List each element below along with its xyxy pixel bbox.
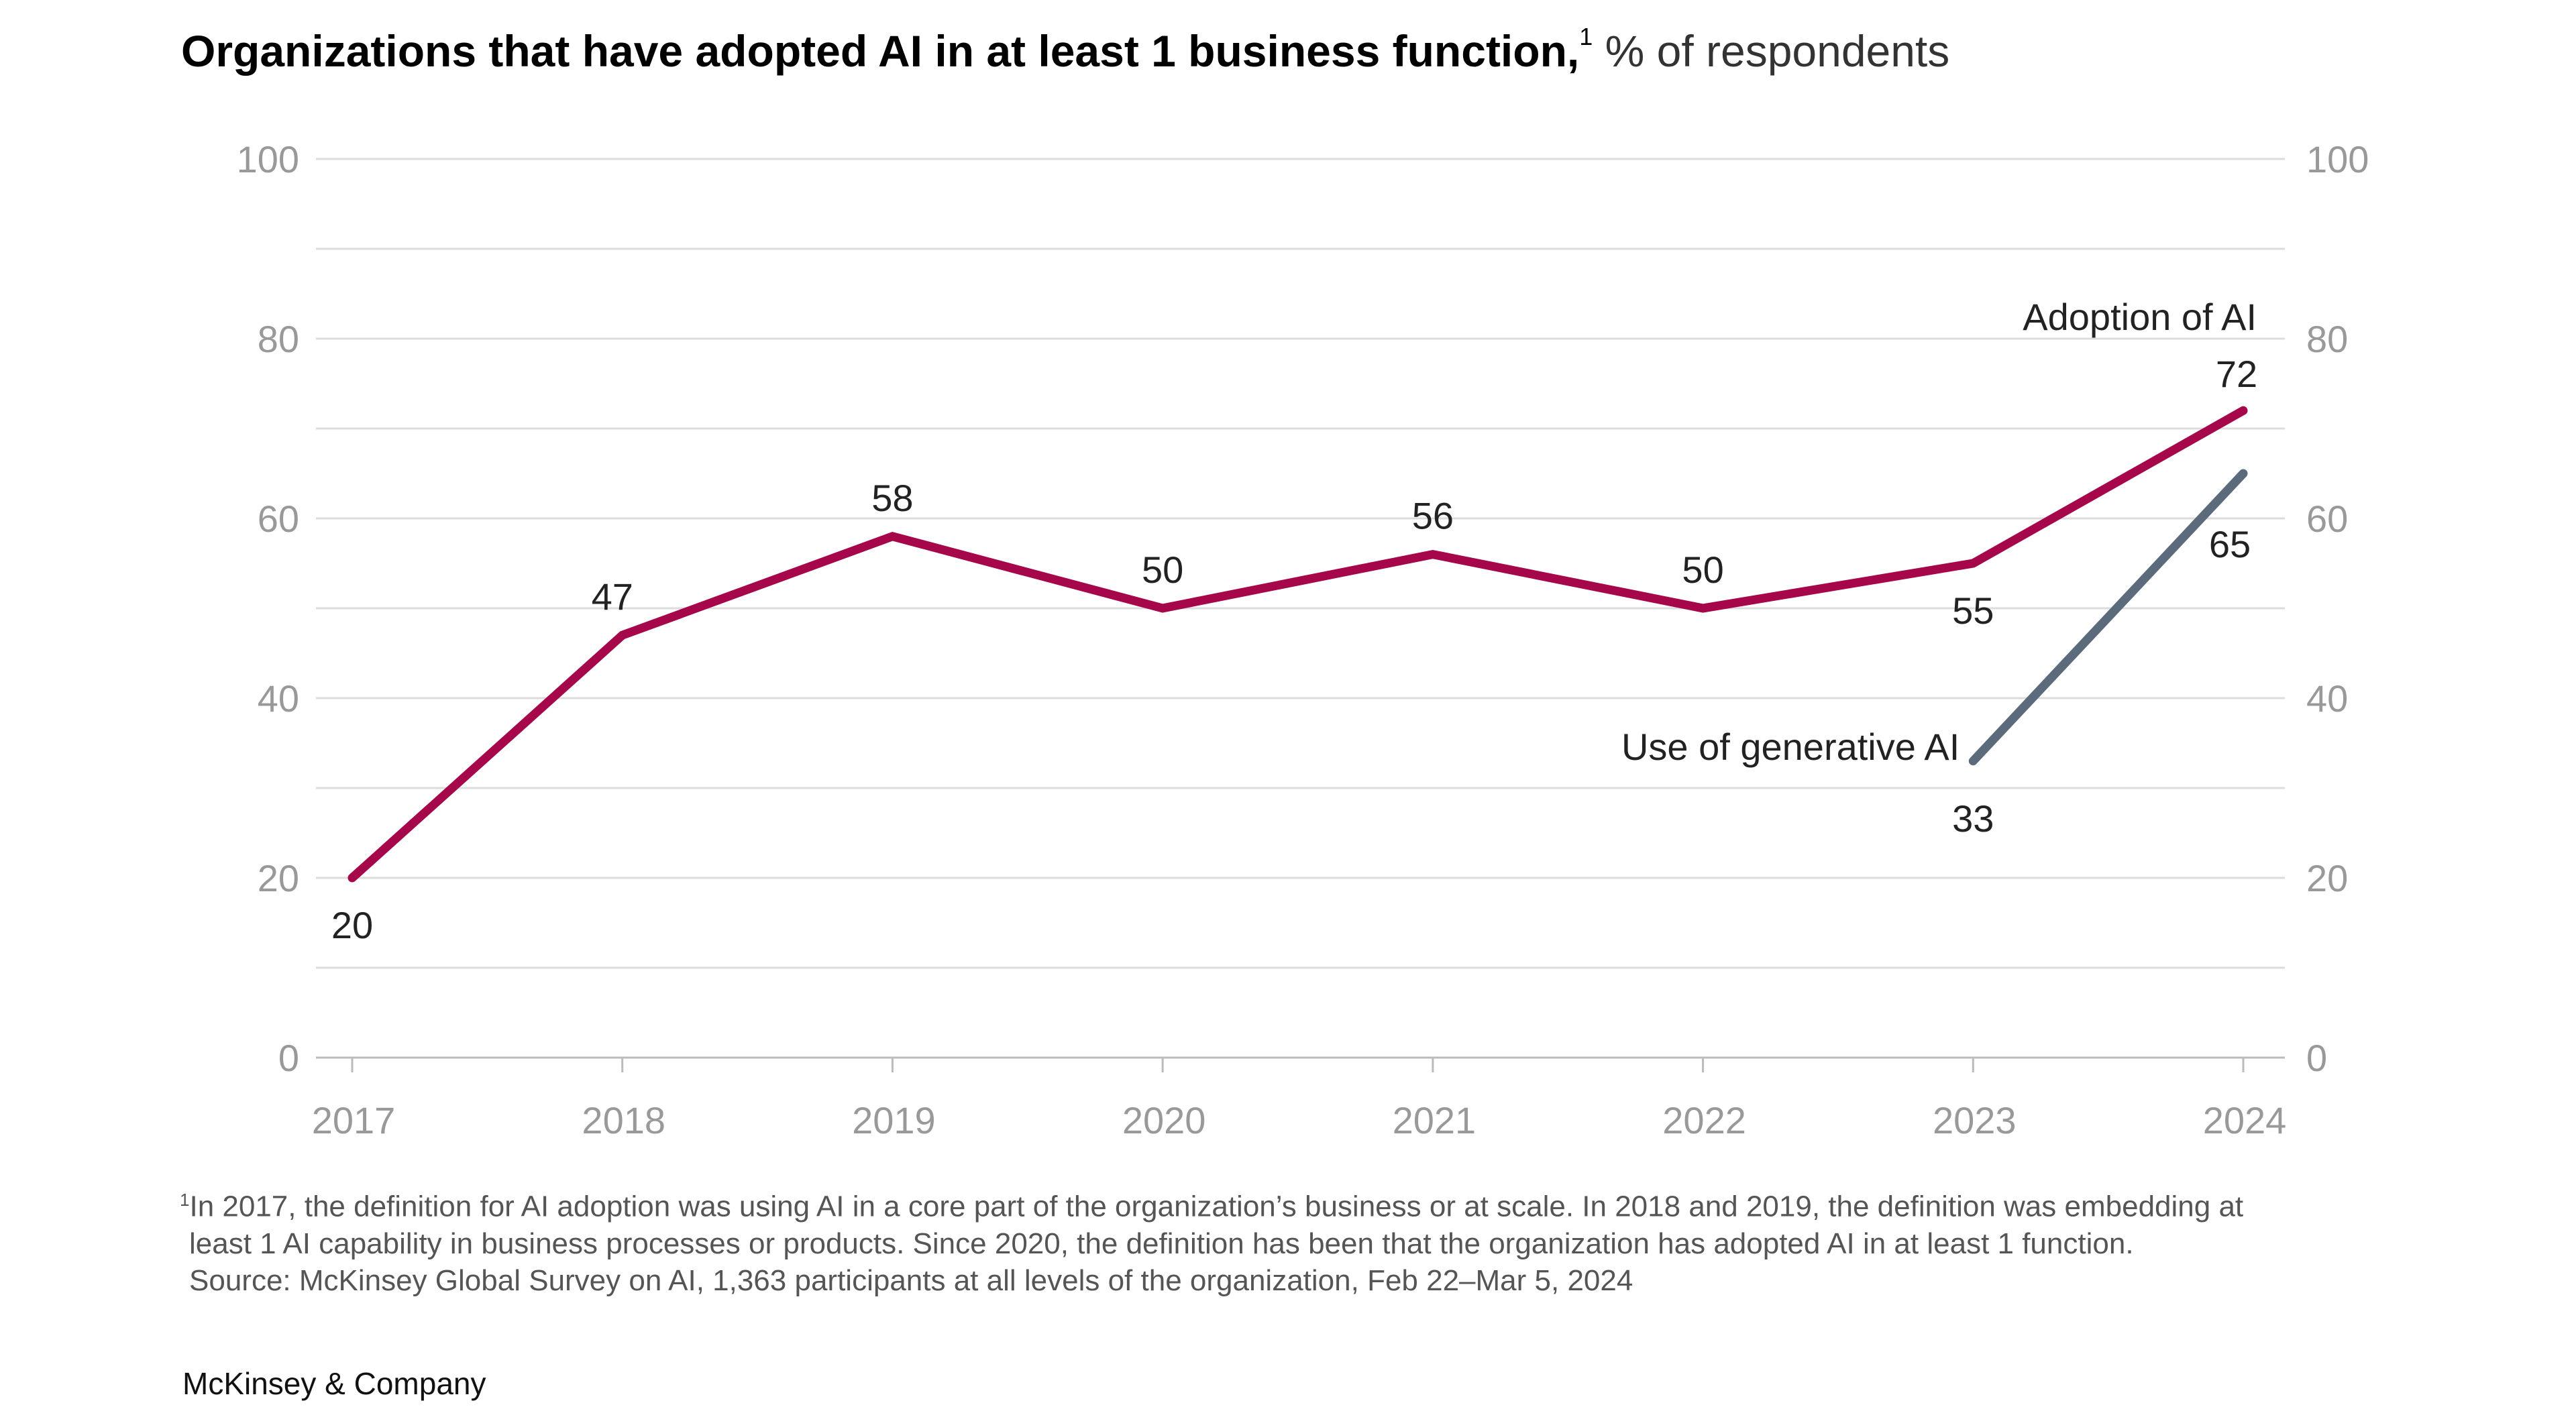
x-tick-label: 2020 — [1122, 1099, 1206, 1141]
data-label: 72 — [2216, 353, 2257, 395]
data-label: 56 — [1412, 495, 1454, 537]
brand-logo: McKinsey & Company — [182, 1366, 486, 1401]
title-unit: % of respondents — [1605, 26, 1950, 76]
series-line-generative-ai — [1968, 469, 2248, 766]
data-label: 20 — [331, 904, 373, 946]
y-tick-label-right: 60 — [2306, 498, 2348, 540]
y-tick-label-right: 100 — [2306, 138, 2369, 180]
footnotes: 1In 2017, the definition for AI adoption… — [180, 1182, 2461, 1299]
source-note: Source: McKinsey Global Survey on AI, 1,… — [189, 1263, 1633, 1297]
series-label-generative-ai: Use of generative AI — [1621, 726, 1960, 768]
footnote-line-2: least 1 AI capability in business proces… — [189, 1227, 2134, 1260]
x-tick-label: 2024 — [2203, 1099, 2287, 1141]
x-tick-label: 2018 — [582, 1099, 665, 1141]
y-tick-label-right: 80 — [2306, 318, 2348, 360]
data-label: 55 — [1952, 589, 1994, 632]
data-label: 50 — [1682, 549, 1723, 591]
data-label: 47 — [592, 575, 633, 618]
data-label: 65 — [2209, 523, 2251, 565]
data-label: 50 — [1142, 549, 1183, 591]
title-footnote-marker: 1 — [1579, 23, 1593, 50]
data-label: 33 — [1952, 797, 1994, 840]
y-tick-label-right: 20 — [2306, 857, 2348, 899]
chart-title: Organizations that have adopted AI in at… — [181, 23, 1950, 76]
series-label-adoption-of-ai: Adoption of AI — [2023, 296, 2257, 338]
series-line-adoption-of-ai — [347, 406, 2248, 883]
footnote-marker: 1 — [180, 1190, 190, 1210]
y-tick-label-left: 0 — [278, 1037, 299, 1079]
y-tick-label-left: 20 — [258, 857, 299, 899]
title-main: Organizations that have adopted AI in at… — [181, 26, 1580, 76]
x-tick-label: 2019 — [852, 1099, 936, 1141]
x-tick-label: 2022 — [1662, 1099, 1746, 1141]
footnote-line-1: In 2017, the definition for AI adoption … — [189, 1190, 2244, 1223]
x-tick-label: 2017 — [312, 1099, 396, 1141]
x-tick-label: 2021 — [1393, 1099, 1477, 1141]
y-tick-label-left: 40 — [258, 677, 299, 720]
x-tick-label: 2023 — [1933, 1099, 2017, 1141]
y-tick-label-left: 100 — [237, 138, 299, 180]
y-tick-label-right: 40 — [2306, 677, 2348, 720]
y-tick-label-left: 60 — [258, 498, 299, 540]
y-tick-label-left: 80 — [258, 318, 299, 360]
y-tick-label-right: 0 — [2306, 1037, 2327, 1079]
data-label: 58 — [871, 477, 913, 519]
